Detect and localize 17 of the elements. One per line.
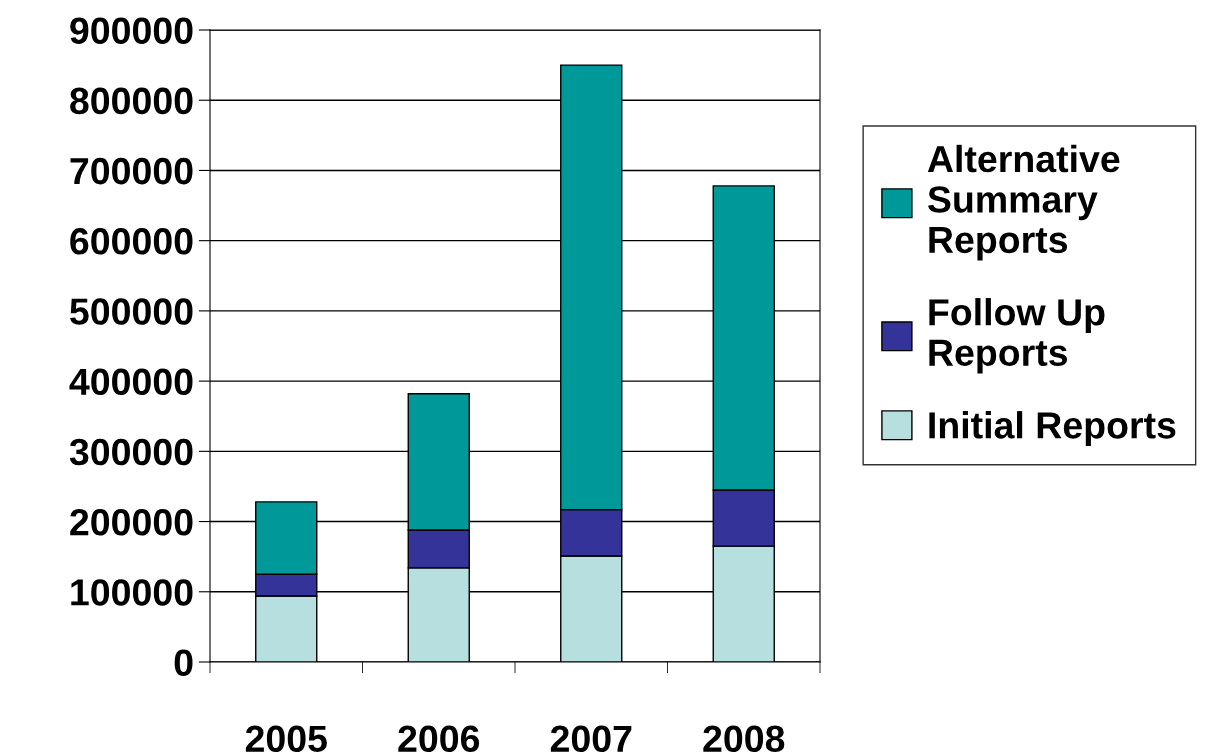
- legend-label: Follow Up Reports: [929, 298, 1105, 374]
- y-tick-label: 500000: [70, 298, 193, 325]
- legend-label: Initial Reports: [929, 411, 1176, 447]
- x-tick-label: 2008: [703, 725, 785, 753]
- y-tick-label: 400000: [69, 368, 193, 396]
- y-tick-label: 100000: [71, 579, 193, 606]
- y-tick-label: 0: [174, 649, 193, 676]
- y-tick-label: 300000: [69, 438, 193, 466]
- y-tick-label: 200000: [70, 508, 193, 536]
- x-tick-label: 2006: [398, 725, 480, 753]
- legend-label: Alternative Summary Reports: [927, 144, 1120, 261]
- y-tick-label: 900000: [70, 17, 193, 44]
- x-tick-label: 2007: [550, 725, 632, 753]
- y-tick-label: 700000: [70, 157, 193, 185]
- y-tick-label: 600000: [70, 228, 193, 255]
- y-tick-label: 800000: [70, 87, 193, 115]
- x-tick-label: 2005: [245, 725, 327, 753]
